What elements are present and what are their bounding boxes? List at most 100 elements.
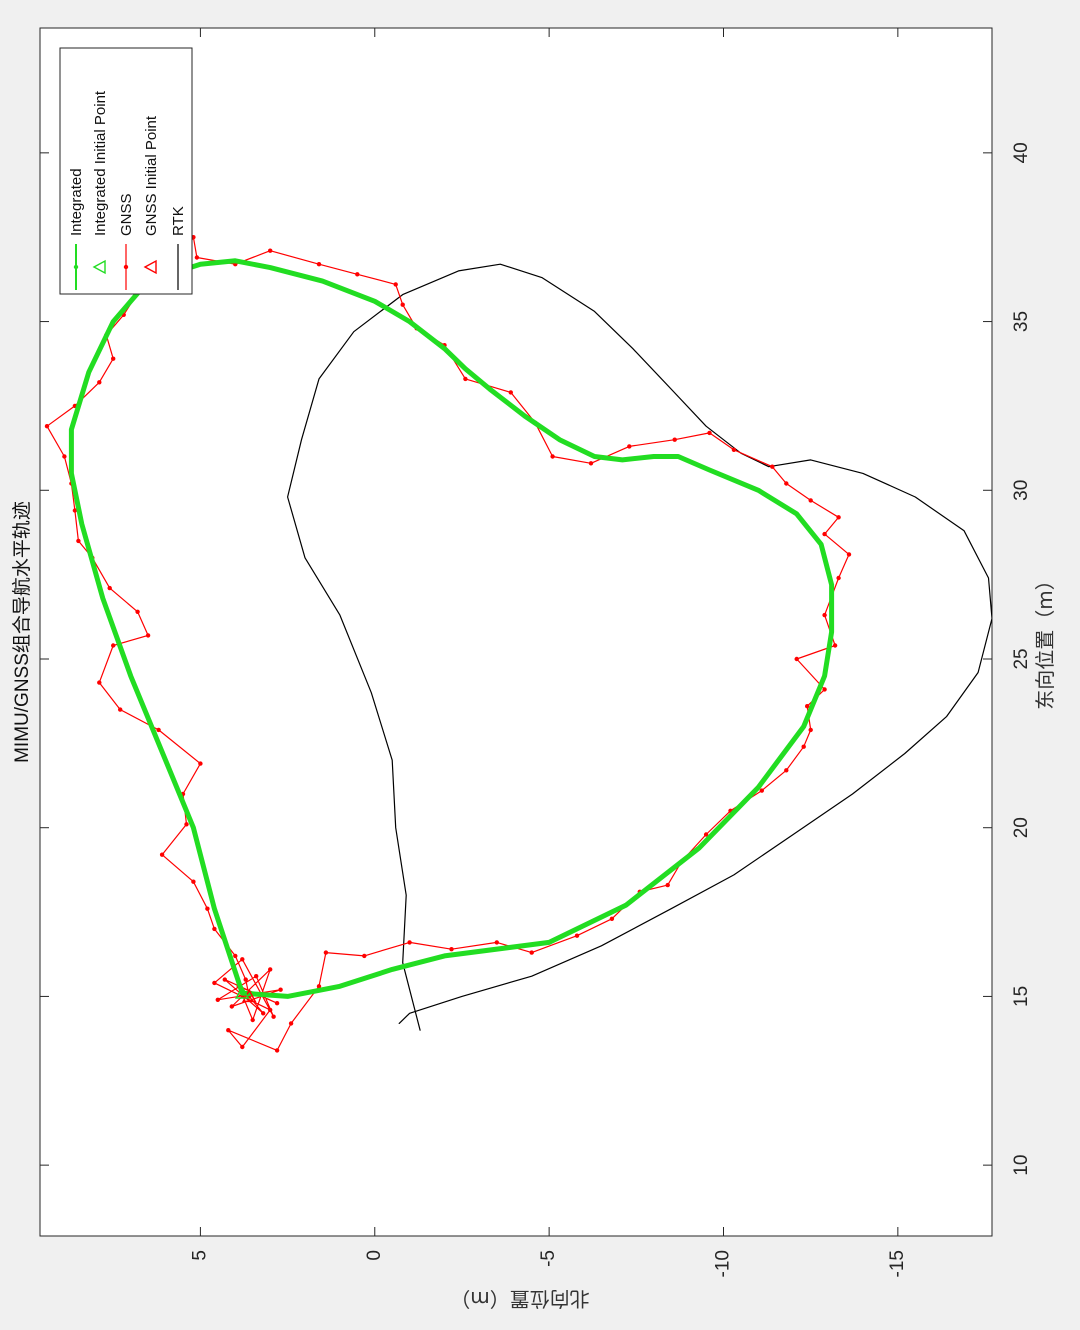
data-point	[707, 430, 712, 436]
data-point	[805, 704, 810, 709]
data-point	[784, 768, 789, 773]
data-point	[574, 933, 580, 938]
legend-marker	[123, 264, 129, 270]
data-point	[268, 1007, 273, 1013]
legend-label: GNSS Initial Point	[143, 115, 160, 236]
legend-entry: GNSS Initial Point	[143, 115, 160, 275]
legend-triangle	[92, 259, 106, 275]
data-point	[407, 940, 412, 945]
series-rtk	[287, 263, 992, 1031]
data-point	[323, 950, 329, 955]
data-point	[240, 957, 245, 962]
initial-point-integrated-initial-point	[234, 985, 250, 999]
data-point	[205, 906, 210, 911]
x-tick-label: 30	[1011, 480, 1032, 501]
data-point	[135, 609, 140, 614]
data-point	[229, 1004, 234, 1009]
data-point	[463, 376, 468, 382]
data-point	[118, 707, 123, 712]
legend-entry: Integrated Initial Point	[92, 90, 109, 275]
data-point	[731, 447, 737, 452]
data-point	[261, 1011, 266, 1016]
data-point	[278, 987, 283, 992]
data-point	[494, 940, 499, 945]
y-axis-title: 北向位置（m）	[450, 1287, 589, 1311]
data-point	[97, 380, 102, 385]
data-point	[355, 272, 360, 277]
data-point	[362, 953, 367, 959]
data-point	[836, 575, 841, 581]
data-point	[846, 552, 852, 557]
data-point	[822, 687, 827, 692]
data-point	[836, 515, 841, 520]
data-point	[759, 788, 764, 793]
ticks-layer: 10 15 20 25 30 35 40 5 0 -5 -10 -15	[40, 28, 1032, 1277]
data-point	[316, 262, 322, 267]
data-point	[508, 390, 513, 395]
legend-label: Integrated Initial Point	[92, 90, 109, 236]
data-point	[145, 633, 151, 638]
data-point	[784, 481, 789, 486]
data-point	[400, 302, 405, 307]
data-point	[212, 926, 217, 932]
legend-entry: Integrated	[68, 168, 85, 290]
data-point	[159, 852, 165, 857]
data-point	[627, 444, 632, 449]
x-tick-label: 25	[1011, 648, 1032, 669]
legend-entry: GNSS	[118, 193, 135, 290]
data-point	[222, 977, 227, 982]
y-tick-label: -15	[887, 1250, 908, 1277]
data-point	[198, 761, 203, 766]
data-point	[156, 727, 161, 733]
data-point	[609, 916, 615, 921]
series-line-gnss	[46, 236, 850, 1052]
data-point	[107, 585, 112, 591]
y-tick-label: -10	[713, 1250, 734, 1277]
data-point	[449, 947, 454, 952]
data-point	[822, 612, 827, 618]
data-point	[801, 744, 806, 749]
data-point	[393, 282, 398, 287]
data-point	[250, 1017, 255, 1023]
data-point	[243, 977, 248, 982]
data-point	[62, 454, 67, 459]
data-point	[191, 879, 196, 884]
data-point	[665, 882, 670, 888]
legend-entry: RTK	[170, 206, 187, 290]
data-point	[233, 953, 238, 959]
data-point	[288, 1021, 294, 1026]
data-point	[254, 974, 259, 979]
data-point	[274, 1001, 280, 1006]
data-point	[268, 248, 273, 253]
legend: Integrated Integrated Initial Point GNSS GN…	[59, 47, 193, 295]
data-point	[274, 1048, 280, 1053]
series-integrated	[68, 258, 835, 999]
legend-triangle	[143, 259, 157, 275]
x-tick-label: 20	[1011, 817, 1032, 838]
data-point	[97, 680, 102, 685]
legend-label: Integrated	[68, 168, 85, 236]
data-point	[672, 437, 677, 442]
legend-marker	[73, 264, 79, 270]
data-point	[271, 1014, 276, 1019]
y-tick-label: -5	[538, 1250, 559, 1267]
chart-title: MIMU/GNSS组合导航水平轨迹	[11, 501, 33, 763]
data-point	[72, 508, 78, 513]
x-tick-label: 35	[1011, 311, 1032, 332]
data-point	[76, 538, 81, 544]
data-point	[832, 643, 838, 648]
data-point	[268, 967, 273, 972]
data-point	[184, 822, 189, 827]
initial-point-gnss-initial-point	[241, 988, 257, 1003]
data-point	[111, 356, 116, 361]
data-point	[770, 464, 775, 469]
x-axis-title: 东向位置（m）	[1033, 570, 1057, 709]
data-point	[240, 1044, 245, 1050]
y-tick-label: 0	[364, 1250, 385, 1261]
data-point	[226, 1028, 231, 1033]
data-point	[794, 656, 799, 662]
x-tick-label: 15	[1011, 986, 1032, 1007]
data-point	[703, 832, 709, 837]
data-point	[822, 531, 827, 537]
